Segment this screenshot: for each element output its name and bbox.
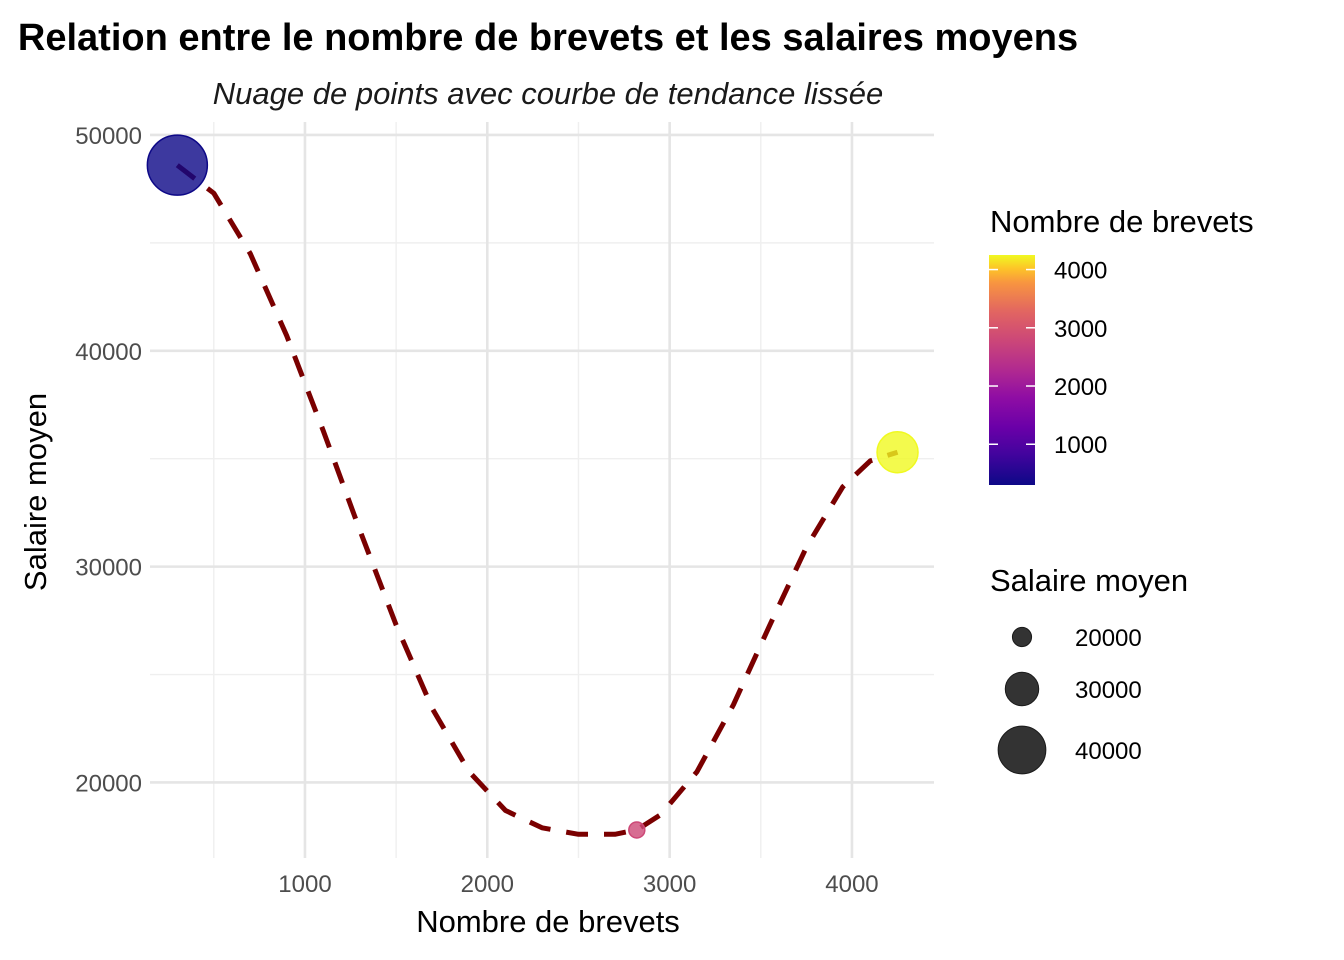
y-tick-label: 20000 — [75, 770, 142, 797]
color-legend-label: 2000 — [1054, 374, 1107, 401]
color-legend: Nombre de brevets 4000 3000 2000 1000 — [989, 204, 1254, 485]
size-legend-label: 30000 — [1075, 677, 1142, 704]
size-legend-label: 20000 — [1075, 625, 1142, 652]
data-point — [628, 821, 646, 839]
size-legend-label: 40000 — [1075, 738, 1142, 765]
size-legend-key — [997, 725, 1047, 775]
grid — [150, 122, 934, 858]
color-legend-label: 4000 — [1054, 258, 1107, 285]
x-tick-label: 1000 — [278, 871, 331, 898]
data-points — [146, 134, 919, 839]
trend-line — [175, 163, 899, 837]
size-legend-key — [1004, 671, 1040, 707]
x-tick-label: 4000 — [825, 871, 878, 898]
color-legend-ticks: 4000 3000 2000 1000 — [989, 258, 1107, 459]
trend-line-path — [175, 163, 899, 837]
size-legend-keys: 20000 30000 40000 — [997, 625, 1142, 775]
axis-ticks: 1000 2000 3000 4000 20000 30000 40000 50000 — [75, 123, 878, 898]
data-point — [876, 430, 919, 474]
size-legend: Salaire moyen 20000 30000 40000 — [990, 563, 1188, 775]
x-tick-label: 2000 — [461, 871, 514, 898]
color-legend-label: 3000 — [1054, 316, 1107, 343]
color-legend-label: 1000 — [1054, 432, 1107, 459]
y-tick-label: 40000 — [75, 339, 142, 366]
y-tick-label: 30000 — [75, 555, 142, 582]
y-tick-label: 50000 — [75, 123, 142, 150]
size-legend-key — [1011, 626, 1033, 648]
color-legend-title: Nombre de brevets — [990, 204, 1254, 239]
chart-title: Relation entre le nombre de brevets et l… — [18, 17, 1078, 59]
x-axis-title: Nombre de brevets — [416, 904, 680, 939]
size-legend-title: Salaire moyen — [990, 563, 1188, 598]
y-axis-title: Salaire moyen — [18, 393, 53, 591]
x-tick-label: 3000 — [643, 871, 696, 898]
chart-subtitle: Nuage de points avec courbe de tendance … — [213, 76, 883, 111]
color-bar — [989, 255, 1035, 485]
data-point — [146, 134, 209, 196]
